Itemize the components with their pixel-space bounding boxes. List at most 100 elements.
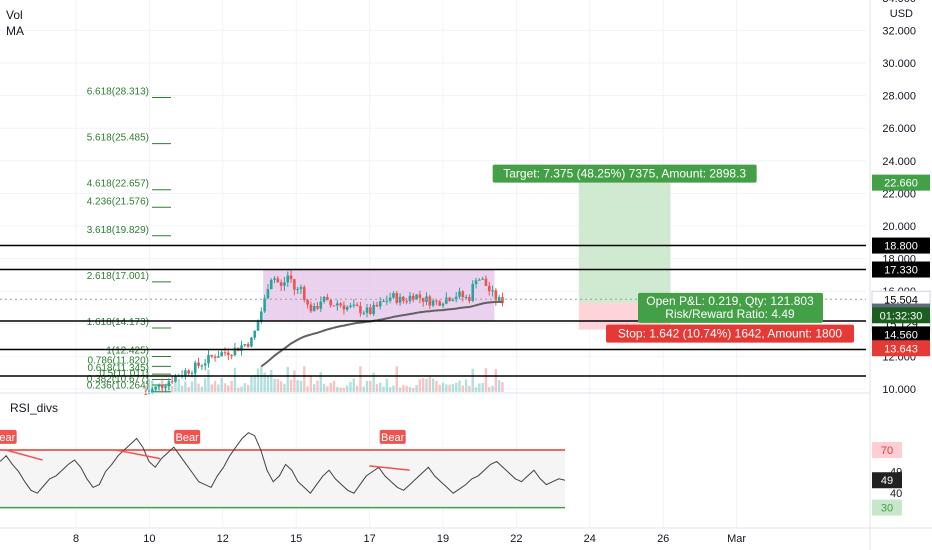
candle-body [464,297,468,299]
volume-bar [382,386,385,392]
candle-body [164,386,167,388]
candle-body [167,381,171,387]
candle-body [345,306,349,310]
volume-bar [458,380,461,392]
stop-label: Stop: 1.642 (10.74%) 1642, Amount: 1800 [618,327,842,341]
candle-body [256,321,260,331]
fib-level-label: 4.236(21.576) [87,196,149,207]
target-zone [578,182,671,303]
rsi-upper-badge [872,442,902,458]
legend-ma[interactable]: MA [6,24,24,38]
candle-body [246,344,250,347]
candle-body [266,289,270,299]
candle-body [151,389,154,393]
volume-bar [227,385,230,392]
volume-bar [379,382,382,392]
countdown-badge [872,307,930,324]
candle-body [157,384,161,387]
volume-bar [461,385,465,392]
volume-bar [388,387,392,392]
ma-line [260,300,503,368]
price-axis-badge [872,340,930,357]
price-tick-label: 34.000 [882,0,916,5]
moving-average [260,300,503,368]
volume-bar [270,369,273,392]
volume-bar [322,383,326,392]
candle-body [385,300,389,302]
candle-body [491,290,494,292]
legend-vol[interactable]: Vol [6,8,23,22]
volume-bar [316,380,319,392]
candle-body [378,301,382,307]
candle-body [468,297,471,301]
volume-bar [144,385,147,392]
candle-body [352,304,356,306]
volume-bar [375,384,379,392]
time-tick-label: 8 [73,533,79,545]
bear-badge-label: Bear [0,432,16,444]
candle-body [220,352,223,357]
volume-bar [336,386,339,392]
candle-body [438,301,441,306]
candle-body [263,298,266,312]
candle-body [454,296,458,300]
rsi-current-badge-label: 49 [881,475,893,487]
volume-bar [332,380,336,392]
bear-badge [379,429,406,444]
volume-bar [398,387,402,392]
volume-bar [359,366,362,392]
price-axis-badge-label: 22.660 [884,178,918,190]
rsi-current-badge [872,472,902,489]
candle-body [302,287,306,300]
fib-level-label: 0.236(10.264) [87,381,149,392]
bear-badge [0,429,17,444]
candle-body [395,293,399,303]
candle-body [273,278,276,280]
candle-body [451,299,455,301]
price-tick-label: 20.000 [882,221,916,233]
time-tick-label: 17 [363,533,375,545]
fib-level-label: 5.618(25.485) [87,133,149,144]
volume-bar [319,372,322,392]
volume-bar [210,384,213,392]
volume-bar [491,385,494,392]
volume-bar [392,385,395,392]
candle-body [372,304,375,315]
candle-body [144,393,148,395]
time-tick-label: 19 [437,533,449,545]
volume-bar [395,366,398,392]
legend-rsi[interactable]: RSI_divs [10,401,58,415]
fib-level-label: 6.618(28.313) [87,86,149,97]
volume-bar [233,367,237,392]
volume-bar [441,382,445,392]
price-tick-label: 22.000 [882,188,916,200]
candle-body [336,303,339,306]
volume-bar [237,387,240,392]
candle-body [190,372,194,374]
candle-body [461,291,465,298]
candle-body [193,362,197,373]
candle-body [240,345,243,351]
time-tick-label: 12 [217,533,229,545]
candle-body [197,362,200,366]
candle-body [260,311,263,322]
volume-bar [455,382,458,392]
rsi-tick-label: 40 [890,488,902,500]
volume-bar [464,379,468,392]
volume-bar [339,387,342,392]
volume-bar [488,387,491,392]
price-tick-label: 10.000 [882,384,916,396]
candle-body [415,294,418,300]
candle-body [428,296,432,306]
volume-bar [471,368,474,392]
time-tick-label: 24 [584,533,596,545]
candle-body [279,282,283,286]
fib-level-label: 1.618(14.173) [87,317,149,328]
volume-bar [253,374,256,392]
volume-bar [451,383,455,392]
volume-bar [435,380,438,392]
candle-body [501,297,504,304]
currency-label[interactable]: USD [890,8,913,20]
volume-bar [157,383,161,392]
